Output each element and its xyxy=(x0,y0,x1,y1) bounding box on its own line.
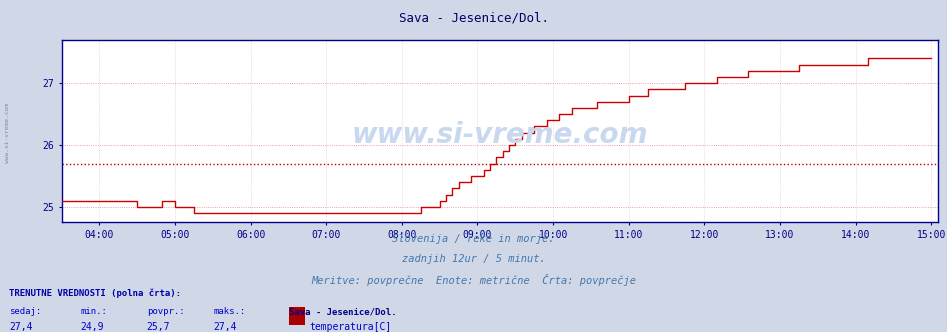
Text: temperatura[C]: temperatura[C] xyxy=(310,322,392,332)
Text: Sava - Jesenice/Dol.: Sava - Jesenice/Dol. xyxy=(399,12,548,25)
Text: povpr.:: povpr.: xyxy=(147,307,185,316)
Text: TRENUTNE VREDNOSTI (polna črta):: TRENUTNE VREDNOSTI (polna črta): xyxy=(9,289,182,298)
Text: www.si-vreme.com: www.si-vreme.com xyxy=(351,121,648,149)
Text: min.:: min.: xyxy=(80,307,107,316)
Text: Meritve: povprečne  Enote: metrične  Črta: povprečje: Meritve: povprečne Enote: metrične Črta:… xyxy=(311,274,636,286)
Text: maks.:: maks.: xyxy=(213,307,245,316)
Text: sedaj:: sedaj: xyxy=(9,307,42,316)
Text: www.si-vreme.com: www.si-vreme.com xyxy=(5,103,10,163)
Text: 27,4: 27,4 xyxy=(9,322,33,332)
Text: 24,9: 24,9 xyxy=(80,322,104,332)
Text: Sava - Jesenice/Dol.: Sava - Jesenice/Dol. xyxy=(289,307,397,316)
Text: Slovenija / reke in morje.: Slovenija / reke in morje. xyxy=(392,234,555,244)
Text: 27,4: 27,4 xyxy=(213,322,237,332)
Text: zadnjih 12ur / 5 minut.: zadnjih 12ur / 5 minut. xyxy=(402,254,545,264)
Text: 25,7: 25,7 xyxy=(147,322,170,332)
